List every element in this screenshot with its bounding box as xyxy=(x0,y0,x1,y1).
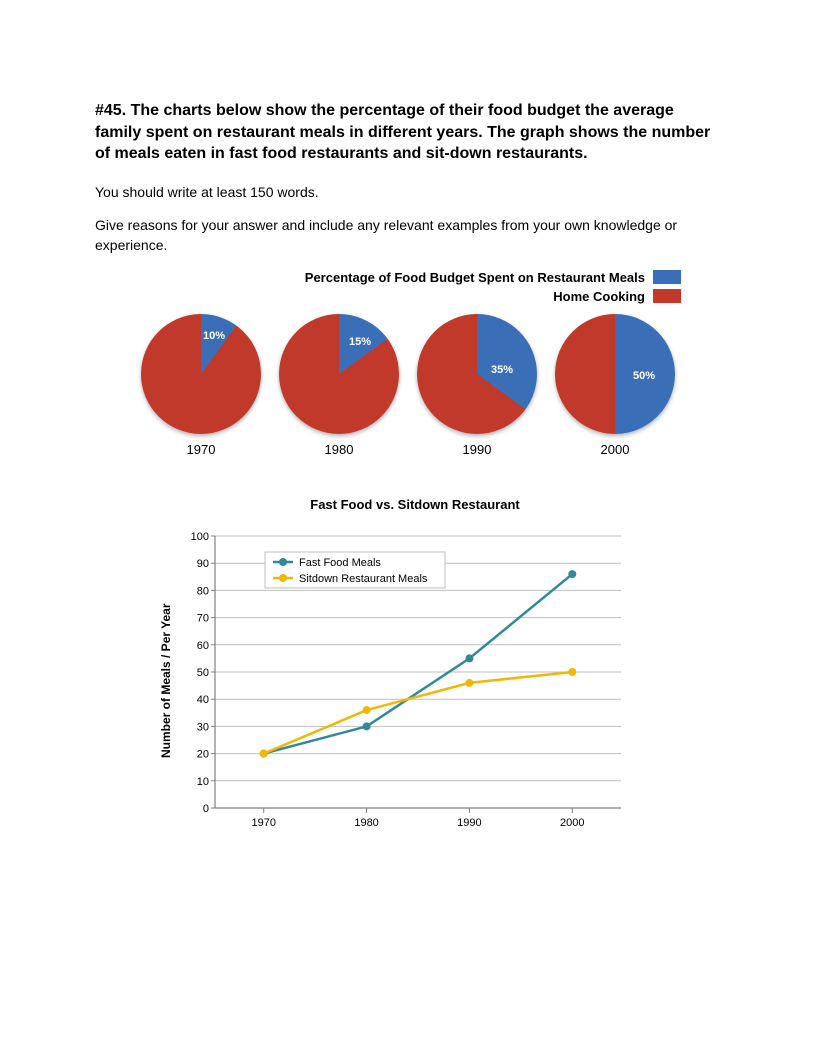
line-y-axis-label: Number of Meals / Per Year xyxy=(155,518,173,843)
line-chart-svg: 0 10 20 30 40 50 60 70 80 90 100 1970 1980 1990 2000 Fa… xyxy=(173,518,633,838)
pie-percent-label: 10% xyxy=(203,330,225,342)
pie-charts-row: 10% 1970 15% 1980 35% 1990 50% 2000 xyxy=(95,314,721,457)
pie-chart-1970: 10% 1970 xyxy=(141,314,261,457)
pie-legend: Percentage of Food Budget Spent on Resta… xyxy=(95,270,681,304)
pie-chart-1980: 15% 1980 xyxy=(279,314,399,457)
svg-text:70: 70 xyxy=(197,612,209,624)
svg-text:2000: 2000 xyxy=(560,817,584,829)
pie-year-label: 2000 xyxy=(601,442,630,457)
pie-year-label: 1970 xyxy=(187,442,216,457)
svg-text:60: 60 xyxy=(197,639,209,651)
line-chart-svg-container: 0 10 20 30 40 50 60 70 80 90 100 1970 1980 1990 2000 Fa… xyxy=(173,518,675,843)
line-chart-area: Fast Food vs. Sitdown Restaurant Number … xyxy=(155,497,675,843)
pie-percent-label: 15% xyxy=(349,336,371,348)
pie-year-label: 1980 xyxy=(325,442,354,457)
svg-text:30: 30 xyxy=(197,721,209,733)
pie-disc: 10% xyxy=(141,314,261,434)
svg-text:80: 80 xyxy=(197,585,209,597)
svg-text:1970: 1970 xyxy=(251,817,275,829)
instruction-reasons: Give reasons for your answer and include… xyxy=(95,216,721,255)
pie-year-label: 1990 xyxy=(463,442,492,457)
line-chart-title: Fast Food vs. Sitdown Restaurant xyxy=(155,497,675,512)
svg-text:1990: 1990 xyxy=(457,817,481,829)
pie-chart-1990: 35% 1990 xyxy=(417,314,537,457)
svg-text:20: 20 xyxy=(197,748,209,760)
svg-text:10: 10 xyxy=(197,775,209,787)
svg-text:Sitdown Restaurant Meals: Sitdown Restaurant Meals xyxy=(299,573,428,585)
task-title: #45. The charts below show the percentag… xyxy=(95,100,721,165)
svg-text:Fast Food Meals: Fast Food Meals xyxy=(299,557,381,569)
svg-text:100: 100 xyxy=(191,531,209,543)
pie-legend-swatch-home xyxy=(653,289,681,303)
svg-text:90: 90 xyxy=(197,558,209,570)
svg-text:0: 0 xyxy=(203,803,209,815)
svg-text:50: 50 xyxy=(197,667,209,679)
pie-legend-swatch-restaurant xyxy=(653,270,681,284)
pie-percent-label: 35% xyxy=(491,364,513,376)
pie-legend-label: Percentage of Food Budget Spent on Resta… xyxy=(305,270,645,285)
pie-legend-item-home: Home Cooking xyxy=(553,289,681,304)
instruction-wordcount: You should write at least 150 words. xyxy=(95,183,721,203)
pie-disc: 35% xyxy=(417,314,537,434)
svg-text:40: 40 xyxy=(197,694,209,706)
svg-text:1980: 1980 xyxy=(354,817,378,829)
pie-legend-item-restaurant: Percentage of Food Budget Spent on Resta… xyxy=(305,270,681,285)
pie-legend-label: Home Cooking xyxy=(553,289,645,304)
pie-percent-label: 50% xyxy=(633,370,655,382)
pie-disc: 15% xyxy=(279,314,399,434)
pie-chart-2000: 50% 2000 xyxy=(555,314,675,457)
pie-disc: 50% xyxy=(555,314,675,434)
document-page: #45. The charts below show the percentag… xyxy=(0,0,816,883)
